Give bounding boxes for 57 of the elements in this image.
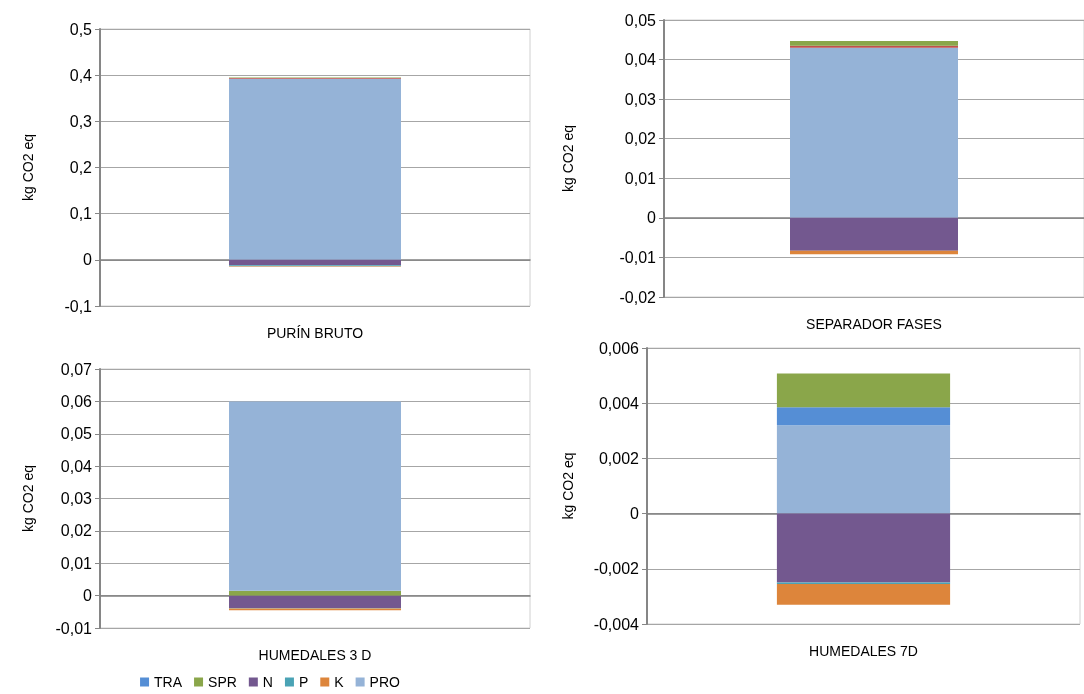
y-tick-label: 0,004 <box>598 394 640 412</box>
y-tick-label: 0,04 <box>60 457 93 475</box>
y-tick-label: 0,002 <box>598 449 640 467</box>
y-axis-title: kg CO2 eq <box>560 452 576 520</box>
y-tick-label: 0,05 <box>624 11 657 29</box>
bar <box>790 47 958 218</box>
y-tick-label: 0,02 <box>624 130 657 148</box>
y-tick-label: 0,04 <box>624 51 657 69</box>
y-axis-title: kg CO2 eq <box>20 465 36 532</box>
legend-label: P <box>298 674 309 690</box>
y-tick-label: 0,03 <box>624 90 657 108</box>
bar <box>776 407 951 426</box>
bar <box>776 583 951 605</box>
y-axis-title: kg CO2 eq <box>20 134 36 201</box>
bar <box>229 401 401 591</box>
y-tick-label: 0,07 <box>60 360 93 378</box>
y-tick-label: 0,01 <box>60 554 93 572</box>
bar <box>229 590 401 596</box>
x-tick-label: SEPARADOR FASES <box>806 316 942 332</box>
y-tick-label: 0,03 <box>60 490 93 507</box>
y-tick-label: 0,006 <box>598 339 640 357</box>
bar <box>776 373 951 408</box>
y-tick-label: 0,02 <box>60 522 93 540</box>
x-tick-label: PURÍN BRUTO <box>266 325 364 341</box>
y-tick-label: 0,4 <box>69 66 93 84</box>
bar <box>790 40 958 46</box>
legend-label: N <box>262 674 273 690</box>
y-tick-label: 0 <box>647 209 657 227</box>
legend-label: SPR <box>208 674 237 690</box>
y-tick-label: 0 <box>83 251 93 269</box>
y-tick-label: 0 <box>630 505 640 523</box>
y-tick-label: 0,1 <box>69 205 93 223</box>
y-axis-title: kg CO2 eq <box>560 125 576 192</box>
x-tick-label: HUMEDALES 7D <box>809 643 918 659</box>
legend-label: K <box>334 674 345 690</box>
bar <box>229 78 401 260</box>
bar <box>790 217 958 251</box>
y-tick-label: -0,002 <box>593 560 640 578</box>
bar <box>776 513 951 583</box>
y-tick-label: 0,3 <box>69 112 93 130</box>
y-tick-label: 0,01 <box>624 169 657 187</box>
y-tick-label: 0 <box>83 587 93 605</box>
y-tick-label: -0,004 <box>593 615 640 633</box>
y-tick-label: -0,01 <box>55 619 93 637</box>
x-tick-label: HUMEDALES 3 D <box>258 647 372 663</box>
y-tick-label: 0,05 <box>60 425 93 443</box>
bar <box>229 259 401 266</box>
y-tick-label: -0,1 <box>64 297 93 315</box>
bar <box>776 425 951 514</box>
y-tick-label: -0,01 <box>619 248 657 266</box>
y-tick-label: 0,2 <box>69 159 93 176</box>
bar <box>229 595 401 608</box>
y-tick-label: 0,06 <box>60 392 93 410</box>
legend-label: TRA <box>154 674 183 690</box>
legend-label: PRO <box>369 674 401 690</box>
y-tick-label: 0,5 <box>69 20 93 38</box>
y-tick-label: -0,02 <box>619 288 657 306</box>
